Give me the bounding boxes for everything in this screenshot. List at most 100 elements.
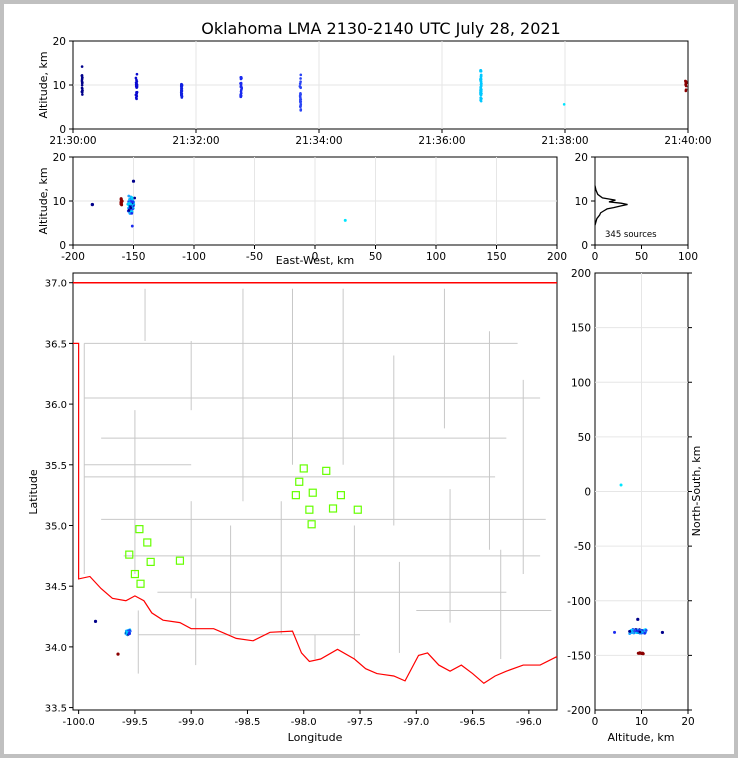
state-border [73, 342, 558, 685]
north-south-source-point [628, 629, 632, 633]
histogram-ytick-label: 0 [581, 240, 588, 252]
altitude-time-source-point [299, 104, 302, 107]
station-marker [291, 491, 300, 500]
map-xtick-label: -97.5 [347, 717, 373, 728]
altitude-time-source-point [135, 80, 139, 83]
altitude-time-source-point [479, 79, 483, 83]
north-south-ytick-label: 0 [584, 487, 591, 499]
altitude-histogram-panel: 0 50 100 0 10 20 345 sources [575, 152, 698, 263]
map-xtick-label: -97.0 [403, 717, 429, 728]
north-south-ylabel: North-South, km [690, 446, 703, 537]
map-ytick-label: 34.0 [45, 643, 67, 654]
north-south-ytick-label: 100 [571, 377, 591, 389]
map-xtick-label: -99.5 [122, 717, 148, 728]
altitude-time-source-point [180, 82, 183, 86]
map-ytick-label: 33.5 [45, 704, 67, 715]
altitude-time-source-point [180, 84, 184, 88]
altitude-time-source-point [479, 84, 483, 88]
station-marker [353, 505, 362, 514]
north-south-ytick-label: 150 [571, 323, 591, 335]
north-south-source-point [613, 630, 617, 634]
altitude-time-source-point [80, 83, 84, 87]
east-west-source-point [131, 200, 134, 204]
north-south-ytick-label: -100 [567, 596, 591, 608]
altitude-time-source-point [180, 88, 183, 92]
east-west-source-point [130, 211, 134, 215]
east-west-xtick-label: 0 [312, 251, 319, 263]
altitude-time-source-point [80, 65, 84, 68]
east-west-xtick-label: 100 [426, 251, 446, 263]
altitude-time-ylabel: Altitude, km [37, 51, 50, 118]
east-west-xlabel: East-West, km [276, 254, 354, 267]
altitude-time-source-point [479, 97, 483, 100]
map-source-point [116, 652, 120, 656]
altitude-time-source-point [81, 93, 84, 96]
altitude-time-source-point [479, 77, 483, 80]
map-xtick-label: -98.0 [291, 717, 317, 728]
altitude-time-source-point [80, 86, 84, 90]
altitude-time-xtick-label: 21:36:00 [418, 135, 465, 147]
north-south-ytick-label: -50 [574, 541, 591, 553]
east-west-source-point [343, 218, 347, 222]
east-west-panel: -200 -150 -100 -50 0 50 100 150 200 0 10 20 Altitud… [37, 152, 567, 267]
east-west-xtick-label: 50 [369, 251, 382, 263]
north-south-source-point [643, 631, 647, 635]
histogram-xtick-label: 50 [635, 251, 648, 263]
altitude-time-source-point [134, 93, 138, 96]
altitude-time-xtick-label: 21:32:00 [172, 135, 219, 147]
histogram-ytick-label: 10 [575, 196, 588, 208]
north-south-source-point [619, 483, 623, 487]
station-marker [295, 477, 304, 486]
altitude-time-source-point [239, 75, 243, 79]
altitude-time-source-point [180, 92, 183, 96]
north-south-xtick-label: 10 [635, 716, 648, 728]
altitude-time-source-point [479, 75, 483, 78]
altitude-time-source-point [299, 108, 303, 111]
station-marker [125, 550, 134, 559]
station-marker [136, 579, 145, 588]
altitude-time-source-point [684, 84, 688, 88]
plan-view-map-panel: -100.0 -99.5 -99.0 -98.5 -98.0 -97.5 -97.0 -96.… [27, 272, 558, 744]
histogram-annotation: 345 sources [605, 230, 657, 240]
north-south-source-point [637, 651, 641, 655]
map-xtick-label: -100.0 [63, 717, 95, 728]
altitude-time-source-point [298, 82, 302, 86]
east-west-ylabel: Altitude, km [37, 167, 50, 234]
histogram-ytick-label: 20 [575, 152, 588, 164]
altitude-time-source-point [135, 86, 138, 89]
altitude-time-xtick-label: 21:40:00 [664, 135, 711, 147]
north-south-source-point [633, 628, 637, 632]
altitude-time-source-point [684, 82, 688, 85]
altitude-time-source-point [684, 88, 688, 91]
map-source-point [127, 631, 131, 636]
altitude-time-ytick-label: 20 [53, 36, 66, 48]
east-west-source-point [133, 196, 137, 200]
north-south-source-point [660, 630, 665, 635]
north-south-ytick-label: 50 [578, 432, 591, 444]
east-west-source-point [127, 209, 131, 212]
east-west-ytick-label: 20 [53, 152, 66, 164]
altitude-time-source-point [562, 103, 566, 106]
station-marker [336, 491, 345, 500]
altitude-time-source-point [479, 69, 482, 72]
east-west-source-point [131, 179, 136, 183]
north-south-source-point [636, 617, 640, 621]
altitude-time-source-point [684, 79, 687, 83]
east-west-source-point [130, 224, 134, 228]
north-south-source-point [628, 632, 632, 635]
station-marker [175, 556, 185, 565]
histogram-xtick-label: 100 [678, 251, 698, 263]
altitude-time-ytick-label: 0 [59, 124, 66, 136]
north-south-ytick-label: -150 [567, 650, 591, 662]
east-west-ytick-label: 0 [59, 240, 66, 252]
lma-figure: Oklahoma LMA 2130-2140 UTC July 28, 2021… [27, 19, 712, 744]
station-marker [299, 464, 308, 473]
east-west-source-point [130, 196, 134, 200]
altitude-time-source-point [299, 77, 302, 80]
altitude-time-source-point [480, 92, 483, 95]
station-marker [308, 488, 317, 497]
map-ytick-label: 36.0 [45, 400, 67, 411]
station-marker [322, 466, 331, 475]
north-south-ytick-label: 200 [571, 268, 591, 280]
east-west-xtick-label: -150 [122, 251, 146, 263]
